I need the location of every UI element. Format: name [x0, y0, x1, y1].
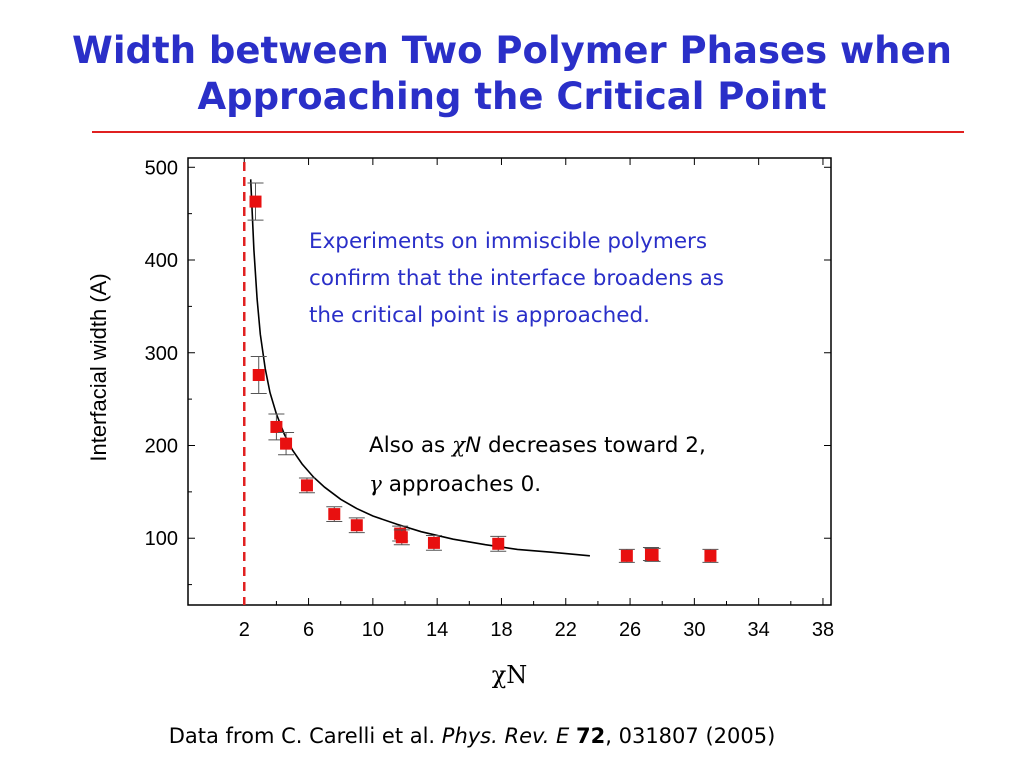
x-tick-label: 30: [683, 619, 705, 641]
chiN-note-chi: χ: [450, 433, 467, 458]
data-point: [646, 548, 659, 561]
chiN-note-suffix: decreases toward 2,: [481, 433, 706, 458]
x-tick-label: 22: [555, 619, 577, 641]
data-point: [280, 437, 293, 450]
data-point: [328, 508, 341, 521]
citation-volume: 72: [576, 724, 606, 748]
x-axis-label-n: N: [506, 661, 527, 689]
slide-title: Width between Two Polymer Phases when Ap…: [0, 28, 1024, 120]
x-axis-label: χN: [492, 661, 528, 689]
x-tick-label: 34: [748, 619, 770, 641]
x-tick-label: 10: [362, 619, 384, 641]
citation-journal: Phys. Rev. E: [441, 724, 570, 748]
citation-suffix: , 031807 (2005): [605, 724, 776, 748]
chiN-note-n: N: [465, 433, 481, 458]
citation-space: [569, 724, 576, 748]
citation-prefix: Data from C. Carelli et al.: [168, 724, 442, 748]
x-tick-label: 6: [303, 619, 314, 641]
chiN-note-prefix: Also as: [369, 433, 452, 458]
y-tick-label: 200: [145, 435, 178, 457]
chiN-note-line-2: γ approaches 0.: [369, 472, 541, 497]
y-tick-label: 100: [145, 528, 178, 550]
chiN-note-gamma: γ: [369, 472, 382, 497]
x-tick-label: 14: [426, 619, 448, 641]
data-point: [249, 195, 262, 208]
experiments-note-line: Experiments on immiscible polymers: [309, 229, 707, 254]
x-tick-label: 38: [812, 619, 834, 641]
data-point: [492, 537, 505, 550]
data-point: [350, 519, 363, 532]
plot-frame: [187, 157, 832, 606]
experiments-note-line: confirm that the interface broadens as: [309, 266, 724, 291]
experiments-note-line: the critical point is approached.: [309, 303, 650, 328]
y-tick-label: 400: [145, 250, 178, 272]
y-tick-label: 500: [145, 157, 178, 179]
x-tick-label: 26: [619, 619, 641, 641]
x-tick-label: 2: [239, 619, 250, 641]
data-point: [252, 369, 265, 382]
data-point: [270, 420, 283, 433]
x-axis-label-chi: χ: [492, 661, 507, 689]
title-divider: [92, 131, 964, 133]
citation: Data from C. Carelli et al. Phys. Rev. E…: [0, 724, 944, 748]
data-point: [704, 549, 717, 562]
chiN-note-gamma-suffix: approaches 0.: [382, 472, 541, 497]
fit-curve: [249, 179, 590, 557]
data-point: [427, 536, 440, 549]
data-point: [620, 549, 633, 562]
y-axis-label: Interfacial width (A): [86, 273, 111, 461]
data-point: [300, 479, 313, 492]
x-tick-label: 18: [490, 619, 512, 641]
title-line-1: Width between Two Polymer Phases when: [72, 29, 952, 72]
title-line-2: Approaching the Critical Point: [197, 75, 827, 118]
y-tick-label: 300: [145, 343, 178, 365]
chiN-note-line-1: Also as χN decreases toward 2,: [369, 433, 706, 458]
data-point: [395, 531, 408, 544]
